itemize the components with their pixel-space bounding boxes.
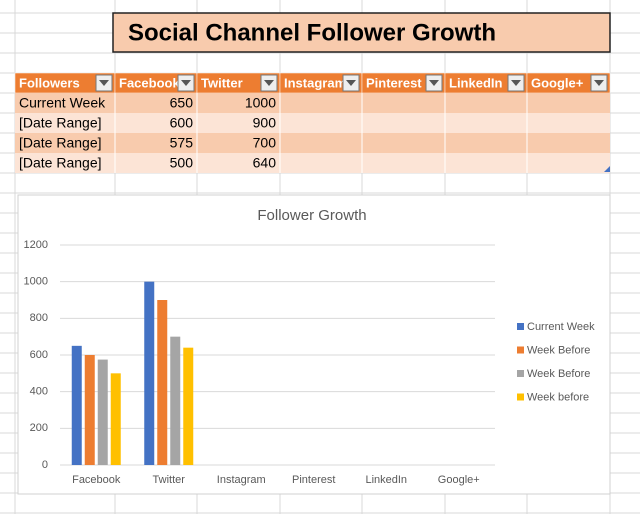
table-row (15, 153, 610, 173)
sheet-title: Social Channel Follower Growth (128, 19, 496, 46)
y-tick-label: 400 (30, 386, 48, 398)
filter-arrow (511, 80, 521, 86)
filter-arrow (264, 80, 274, 86)
legend-label: Week before (527, 391, 589, 403)
cell-value: 600 (170, 115, 194, 131)
cell-value: 700 (253, 135, 277, 151)
x-tick-label: LinkedIn (365, 474, 407, 486)
filter-arrow (429, 80, 439, 86)
row-label: [Date Range] (19, 155, 102, 171)
row-label: Current Week (19, 95, 106, 111)
column-header: Followers (19, 75, 80, 90)
row-label: [Date Range] (19, 115, 102, 131)
cell-value: 900 (253, 115, 277, 131)
cell-value: 650 (170, 95, 194, 111)
row-label: [Date Range] (19, 135, 102, 151)
chart-title: Follower Growth (257, 207, 366, 224)
bar (71, 345, 82, 465)
table-row (15, 113, 610, 133)
cell-value: 575 (170, 135, 194, 151)
filter-arrow (346, 80, 356, 86)
column-header: Google+ (531, 75, 584, 90)
filter-arrow (99, 80, 109, 86)
column-header: LinkedIn (449, 75, 503, 90)
table-row (15, 133, 610, 153)
legend-swatch (517, 370, 524, 377)
y-tick-label: 1200 (24, 239, 48, 251)
bar (157, 300, 168, 465)
table-row (15, 93, 610, 113)
resize-handle (604, 166, 610, 172)
legend-label: Week Before (527, 344, 590, 356)
bar (144, 281, 155, 465)
filter-arrow (181, 80, 191, 86)
y-tick-label: 800 (30, 312, 48, 324)
column-header: Twitter (201, 75, 243, 90)
filter-arrow (594, 80, 604, 86)
y-tick-label: 600 (30, 349, 48, 361)
column-header: Instagram (284, 75, 346, 90)
cell-value: 640 (253, 155, 277, 171)
cell-value: 500 (170, 155, 194, 171)
x-tick-label: Google+ (438, 474, 480, 486)
legend-label: Current Week (527, 321, 595, 333)
x-tick-label: Twitter (153, 474, 186, 486)
legend-swatch (517, 346, 524, 354)
y-tick-label: 0 (42, 459, 48, 471)
legend-swatch (517, 323, 524, 330)
y-tick-label: 200 (30, 422, 48, 434)
bar (110, 373, 121, 465)
table: Followers Facebook Twitter Instagram Pintere… (14, 72, 611, 173)
x-tick-label: Facebook (72, 474, 121, 486)
x-tick-label: Instagram (217, 474, 266, 486)
title-band (112, 12, 611, 53)
legend-label: Week Before (527, 368, 590, 380)
bar (84, 355, 95, 465)
column-header: Pinterest (366, 75, 422, 90)
y-tick-label: 1000 (24, 276, 48, 288)
bar (97, 359, 108, 465)
x-tick-label: Pinterest (292, 474, 335, 486)
bar (170, 336, 181, 465)
legend-swatch (517, 393, 524, 401)
cell-value: 1000 (245, 95, 276, 111)
column-header: Facebook (119, 75, 180, 90)
chart: 0 200 400 600 800 1000 1200 Facebook Twitter Inst… (24, 239, 596, 486)
bar (183, 347, 194, 465)
